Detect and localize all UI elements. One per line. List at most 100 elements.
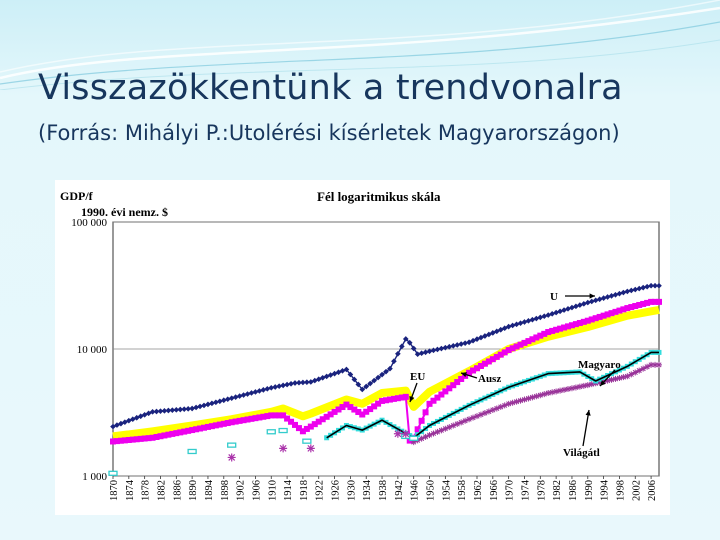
cyan-point <box>409 435 419 441</box>
cyan-point <box>302 438 312 444</box>
u-marker <box>402 336 409 342</box>
ausz-marker <box>335 406 342 413</box>
slide-title: Visszazökkentünk a trendvonalra <box>38 68 623 108</box>
u-marker <box>296 379 302 386</box>
ausz-marker <box>272 412 279 419</box>
x-tick-labels: 1870 1874 1878 1882 1886 1890 1894 1898 1902 1906… <box>109 476 658 501</box>
ausz-marker <box>458 375 465 382</box>
ausz-marker <box>513 343 520 350</box>
gridlines <box>113 221 659 477</box>
u-marker <box>438 345 445 352</box>
vilag-marker <box>422 433 429 440</box>
u-marker <box>434 346 441 353</box>
vilag-marker <box>636 367 643 374</box>
ausz-marker <box>256 414 263 421</box>
ausz-marker <box>307 423 314 430</box>
x-tick-label: 1982 <box>552 480 563 501</box>
vilag-marker <box>640 365 647 372</box>
purple-point <box>401 429 410 438</box>
ausz-marker <box>113 438 120 445</box>
arrow-ausz-head <box>461 372 467 378</box>
ausz-marker <box>157 433 164 440</box>
ausz-marker <box>288 418 295 425</box>
u-marker <box>596 296 603 303</box>
u-marker <box>406 339 413 346</box>
ausz-marker <box>620 306 627 313</box>
x-tick-label: 1974 <box>520 479 531 501</box>
ausz-marker <box>363 408 370 415</box>
vilag-marker <box>470 414 477 421</box>
ausz-marker <box>201 424 207 431</box>
u-marker <box>220 397 227 404</box>
ausz-marker <box>422 409 429 416</box>
u-marker <box>652 282 658 289</box>
x-tick-label: 1946 <box>410 480 421 501</box>
ausz-marker <box>228 419 235 426</box>
ausz-marker <box>624 305 631 312</box>
vilag-marker <box>545 390 552 397</box>
vilag-marker <box>632 369 639 376</box>
ausz-marker <box>402 393 409 400</box>
u-marker <box>248 390 255 396</box>
vilag-marker <box>509 399 516 406</box>
ausz-marker <box>121 437 128 444</box>
vilag-marker <box>612 375 619 382</box>
ausz-marker <box>652 298 659 305</box>
u-marker <box>608 293 615 299</box>
vilag-marker <box>438 427 445 434</box>
u-marker <box>272 384 279 390</box>
ausz-marker <box>185 427 192 434</box>
x-tick-label: 1886 <box>172 480 183 501</box>
ausz-marker <box>394 395 401 402</box>
u-marker <box>236 393 243 399</box>
u-marker <box>260 387 267 393</box>
ausz-marker <box>497 351 504 358</box>
vilag-marker <box>525 395 532 402</box>
ausz-marker <box>517 341 524 348</box>
vilag-marker <box>454 420 461 427</box>
arrow-u-head <box>589 293 595 299</box>
cyan-point <box>227 442 237 448</box>
ausz-marker <box>315 418 322 425</box>
x-tick-label: 1950 <box>426 480 437 501</box>
u-marker <box>359 386 366 393</box>
ausz-marker <box>208 423 215 430</box>
u-marker <box>383 368 389 375</box>
vilag-marker <box>513 398 520 405</box>
u-marker <box>636 285 643 292</box>
u-marker <box>228 395 235 402</box>
ausz-marker <box>141 435 148 442</box>
ausz-marker <box>489 356 496 363</box>
ausz-marker <box>616 307 623 314</box>
vilag-marker <box>505 400 512 407</box>
u-marker <box>300 379 306 386</box>
ausz-marker <box>628 304 635 311</box>
u-marker <box>458 341 465 347</box>
ausz-marker <box>383 397 389 404</box>
u-marker <box>644 283 650 290</box>
vilag-marker <box>485 408 492 415</box>
cyan-point <box>108 470 118 476</box>
vilag-marker <box>462 417 469 424</box>
vilag-marker <box>426 432 433 439</box>
ausz-marker <box>521 339 528 346</box>
ausz-marker <box>212 422 219 429</box>
arrow-eu-head <box>409 396 415 402</box>
ausz-marker <box>477 362 484 369</box>
ausz-marker <box>565 323 571 330</box>
vilag-marker <box>572 384 579 391</box>
vilag-marker <box>533 393 540 400</box>
u-marker <box>430 347 437 354</box>
u-marker <box>232 394 239 400</box>
ausz-marker <box>450 382 457 389</box>
x-tick-label: 1926 <box>331 480 342 501</box>
ausz-marker <box>414 426 421 433</box>
vilag-marker <box>521 396 528 403</box>
y-tick-label: 10 000 <box>77 344 108 356</box>
ausz-marker <box>608 310 615 317</box>
ausz-marker <box>125 436 132 443</box>
ausz-marker <box>525 338 532 345</box>
u-marker <box>201 402 207 409</box>
annotation-eu: EU <box>410 371 425 383</box>
annotation-u: U <box>550 291 558 303</box>
